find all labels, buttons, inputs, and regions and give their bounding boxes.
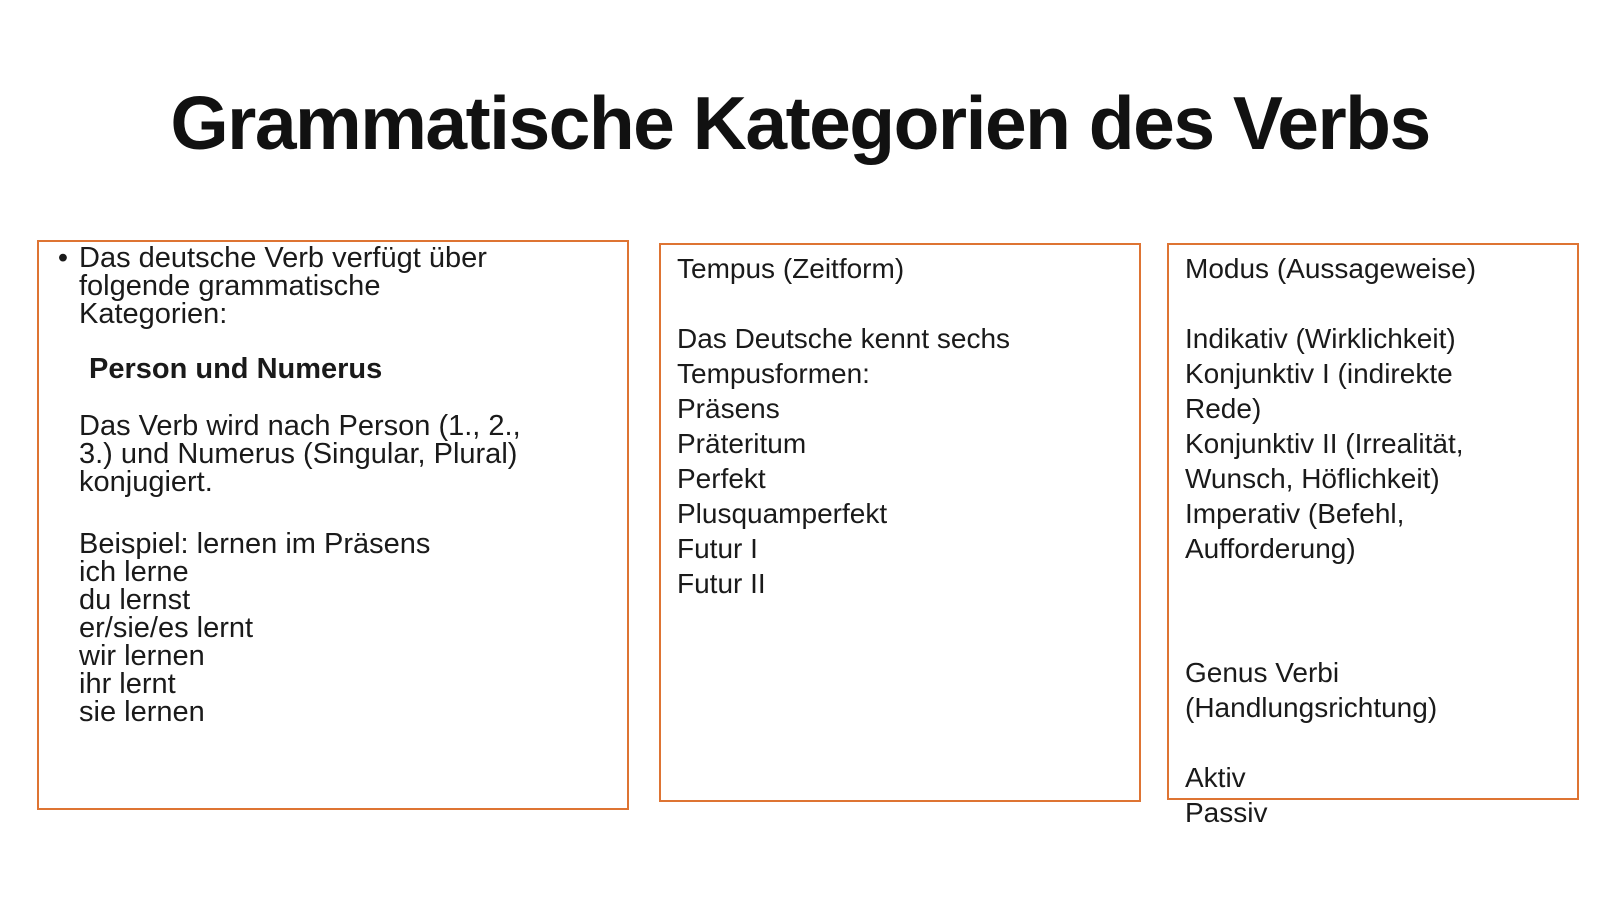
- bullet-icon: •: [57, 242, 69, 274]
- conjugation-example: Beispiel: lernen im Präsens ich lerne du…: [79, 528, 431, 728]
- person-numerus-description: Das Verb wird nach Person (1., 2., 3.) u…: [79, 410, 521, 498]
- mode-list: Indikativ (Wirklichkeit) Konjunktiv I (i…: [1185, 323, 1464, 564]
- tempus-intro: Das Deutsche kennt sechs Tempusformen:: [677, 323, 1011, 389]
- intro-bullet-item: • Das deutsche Verb verfügt über folgend…: [47, 242, 619, 330]
- tense-list: Präsens Präteritum Perfekt Plusquamperfe…: [677, 393, 888, 599]
- tempus-box: Tempus (Zeitform) Das Deutsche kennt sec…: [659, 243, 1141, 802]
- person-numerus-heading: Person und Numerus: [89, 353, 383, 385]
- intro-bullet-text: Das deutsche Verb verfügt über folgende …: [79, 242, 487, 330]
- person-numerus-box: • Das deutsche Verb verfügt über folgend…: [37, 240, 629, 810]
- genus-list: Aktiv Passiv: [1185, 762, 1268, 828]
- modus-box: Modus (Aussageweise) Indikativ (Wirklich…: [1167, 243, 1579, 828]
- modus-heading: Modus (Aussageweise): [1185, 253, 1477, 284]
- genus-verbi-heading: Genus Verbi (Handlungsrichtung): [1185, 657, 1438, 723]
- slide-title: Grammatische Kategorien des Verbs: [170, 81, 1431, 165]
- tempus-heading: Tempus (Zeitform): [677, 253, 905, 284]
